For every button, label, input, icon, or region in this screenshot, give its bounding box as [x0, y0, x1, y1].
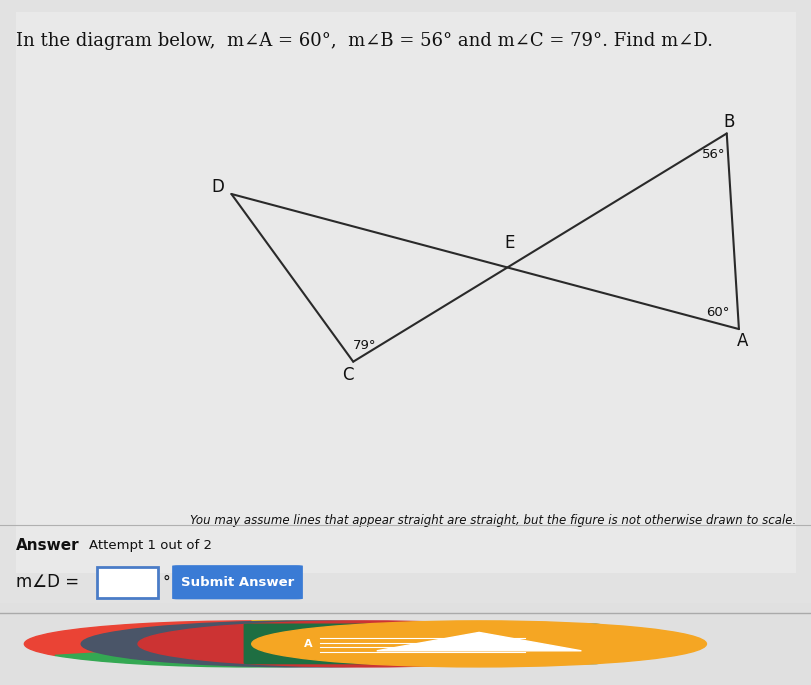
Text: Answer: Answer — [16, 538, 79, 553]
Text: A: A — [736, 332, 748, 350]
Text: Submit Answer: Submit Answer — [181, 576, 294, 588]
Text: 56°: 56° — [702, 148, 725, 161]
FancyBboxPatch shape — [97, 566, 158, 598]
Text: E: E — [504, 234, 513, 252]
Polygon shape — [376, 632, 581, 651]
Circle shape — [165, 635, 337, 653]
FancyBboxPatch shape — [16, 12, 795, 573]
Wedge shape — [55, 644, 448, 667]
FancyBboxPatch shape — [243, 623, 600, 664]
Circle shape — [138, 621, 592, 667]
Ellipse shape — [308, 645, 422, 653]
FancyBboxPatch shape — [172, 565, 303, 599]
Circle shape — [251, 621, 706, 667]
FancyBboxPatch shape — [0, 0, 811, 603]
Text: In the diagram below,  m∠A = 60°,  m∠B = 56° and m∠C = 79°. Find m∠D.: In the diagram below, m∠A = 60°, m∠B = 5… — [16, 32, 712, 50]
Text: C: C — [341, 366, 353, 384]
Circle shape — [127, 632, 376, 656]
Text: Attempt 1 out of 2: Attempt 1 out of 2 — [89, 539, 212, 551]
Text: A: A — [304, 639, 312, 649]
Text: 79°: 79° — [353, 339, 376, 352]
Text: B: B — [723, 113, 734, 131]
Text: m∠D =: m∠D = — [16, 573, 79, 591]
Circle shape — [308, 634, 422, 645]
Wedge shape — [24, 621, 251, 656]
Circle shape — [81, 621, 535, 667]
Text: °: ° — [162, 575, 170, 590]
Wedge shape — [251, 621, 478, 656]
Text: 60°: 60° — [706, 306, 729, 319]
Text: D: D — [211, 178, 224, 196]
Text: You may assume lines that appear straight are straight, but the figure is not ot: You may assume lines that appear straigh… — [189, 514, 795, 527]
